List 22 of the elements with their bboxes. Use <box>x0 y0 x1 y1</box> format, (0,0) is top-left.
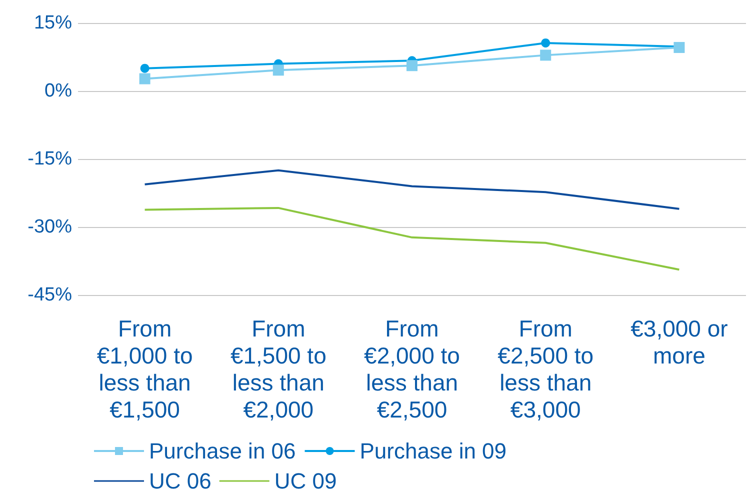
line-series <box>144 206 680 271</box>
x-tick-label: From €1,000 to less than €1,500 <box>96 316 193 422</box>
point <box>406 60 418 72</box>
point <box>541 38 550 48</box>
point <box>139 73 150 84</box>
line-series <box>144 169 680 210</box>
y-tick-label: 15% <box>34 12 72 34</box>
point <box>140 64 150 73</box>
x-tick-label: From €2,000 to less than €2,500 <box>364 316 460 422</box>
point <box>540 50 552 61</box>
y-tick-label: -45% <box>28 284 72 306</box>
y-tick-label: -15% <box>28 148 72 170</box>
y-tick-label: 0% <box>44 80 72 102</box>
x-tick-label: €3,000 or more <box>630 316 728 368</box>
y-tick-label: -30% <box>28 216 72 238</box>
point <box>272 64 284 76</box>
x-tick-label: From €2,500 to less than €3,000 <box>498 316 594 422</box>
legend-label: Purchase in 06 <box>149 438 296 464</box>
legend-label: UC 09 <box>274 468 337 494</box>
legend-label: UC 06 <box>149 468 212 494</box>
x-tick-label: From €1,500 to less than €2,000 <box>230 316 326 422</box>
legend-label: Purchase in 09 <box>360 438 507 464</box>
